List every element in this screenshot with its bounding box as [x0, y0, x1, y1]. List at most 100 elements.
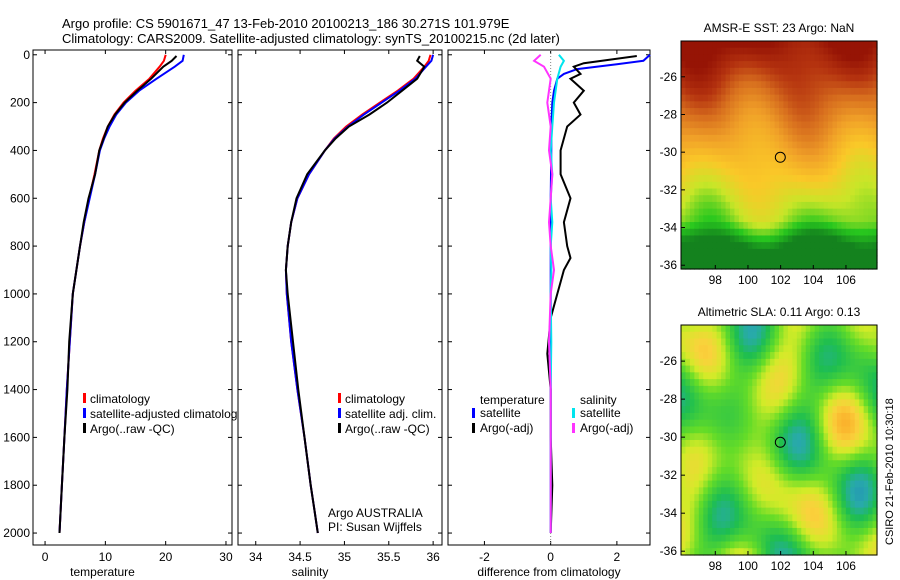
sst-map-cell — [787, 101, 793, 109]
sla-map-cell — [712, 480, 718, 488]
sla-map-cell — [730, 372, 736, 380]
sla-map-cell — [783, 352, 789, 360]
sla-map-cell — [823, 446, 829, 455]
sst-map-cell — [694, 228, 700, 237]
sla-map-cell — [765, 527, 771, 536]
sst-map-cell — [685, 134, 691, 143]
sst-map-cell — [801, 181, 807, 190]
sst-map-cell — [779, 255, 785, 263]
sst-map-cell — [694, 41, 700, 49]
sst-map-cell — [850, 74, 856, 82]
header-line-2: Climatology: CARS2009. Satellite-adjuste… — [62, 31, 560, 46]
sst-map-cell — [752, 262, 758, 270]
sla-map-cell — [725, 527, 731, 536]
sla-map-cell — [805, 372, 811, 380]
sla-map-cell — [872, 548, 878, 556]
sst-map-cell — [814, 235, 820, 243]
sla-map-cell — [872, 406, 878, 414]
sst-map-cell — [836, 248, 842, 257]
sst-map-cell — [783, 81, 789, 89]
sla-map-cell — [689, 358, 695, 367]
sst-map-cell — [836, 175, 842, 183]
sla-map-cell — [747, 345, 753, 353]
sla-map-cell — [730, 412, 736, 421]
sst-map-cell — [707, 134, 713, 143]
sst-map-cell — [819, 181, 825, 190]
sst-map-cell — [779, 141, 785, 149]
sst-map-cell — [805, 94, 811, 102]
sla-map-cell — [689, 365, 695, 373]
sla-map-cell — [712, 338, 718, 346]
sst-map-cell — [734, 47, 740, 56]
sla-map-cell — [868, 453, 874, 461]
sla-map-cell — [787, 521, 793, 529]
sst-map-cell — [868, 114, 874, 123]
sla-map-cell — [854, 325, 860, 333]
sst-map-cell — [863, 134, 869, 143]
sst-map-cell — [832, 67, 838, 76]
sla-map-cell — [770, 433, 776, 441]
sst-map-cell — [836, 67, 842, 76]
sst-map-cell — [783, 262, 789, 270]
sst-map-cell — [721, 47, 727, 56]
sla-map-cell — [845, 487, 851, 495]
sla-map-cell — [828, 500, 834, 509]
sla-map-cell — [707, 331, 713, 340]
sla-map-cell — [868, 399, 874, 407]
sst-map-cell — [747, 67, 753, 76]
sla-map-cell — [801, 379, 807, 387]
sst-map-cell — [863, 108, 869, 116]
sst-map-cell — [707, 188, 713, 196]
sla-map-cell — [792, 399, 798, 407]
sst-map-cell — [845, 161, 851, 170]
sla-map-cell — [854, 500, 860, 509]
sla-map-cell — [819, 500, 825, 509]
sst-map-cell — [863, 101, 869, 109]
sst-map-cell — [707, 148, 713, 156]
sla-map-cell — [725, 480, 731, 488]
sla-map-cell — [823, 358, 829, 367]
sst-map-cell — [689, 248, 695, 257]
sst-map-cell — [841, 195, 847, 203]
sla-map-cell — [694, 392, 700, 401]
sst-map-cell — [703, 114, 709, 123]
sst-map-cell — [681, 262, 687, 270]
sst-map-cell — [832, 255, 838, 263]
sla-map-cell — [738, 392, 744, 401]
sst-map-cell — [841, 215, 847, 223]
sst-map-cell — [725, 215, 731, 223]
sla-map-cell — [819, 527, 825, 536]
sst-map-cell — [854, 87, 860, 96]
sst-map-cell — [716, 222, 722, 230]
sst-map-cell — [681, 61, 687, 69]
sla-map-cell — [694, 385, 700, 394]
sla-map-cell — [774, 372, 780, 380]
sla-map-cell — [738, 385, 744, 394]
sst-map-cell — [841, 87, 847, 96]
sla-map-cell — [694, 352, 700, 360]
sst-map-cell — [689, 228, 695, 237]
sla-map-cell — [707, 446, 713, 455]
sla-map-cell — [850, 352, 856, 360]
sst-map-cell — [725, 175, 731, 183]
sla-map-cell — [854, 527, 860, 536]
sla-map-cell — [721, 426, 727, 434]
sst-map-cell — [712, 87, 718, 96]
sst-map-cell — [698, 215, 704, 223]
sla-map-cell — [810, 460, 816, 468]
sst-map-cell — [810, 101, 816, 109]
sla-map-cell — [761, 325, 767, 333]
sst-map-cell — [787, 128, 793, 136]
sst-map-cell — [765, 121, 771, 129]
sst-map-cell — [698, 67, 704, 76]
sst-map-cell — [681, 128, 687, 136]
sst-map-cell — [850, 94, 856, 102]
sla-map-cell — [805, 521, 811, 529]
sst-map-cell — [832, 242, 838, 250]
sst-map-cell — [779, 87, 785, 96]
sst-map-cell — [752, 61, 758, 69]
sla-map-cell — [832, 412, 838, 421]
sst-map-cell — [770, 54, 776, 62]
sla-map-cell — [850, 460, 856, 468]
sla-map-cell — [681, 325, 687, 333]
